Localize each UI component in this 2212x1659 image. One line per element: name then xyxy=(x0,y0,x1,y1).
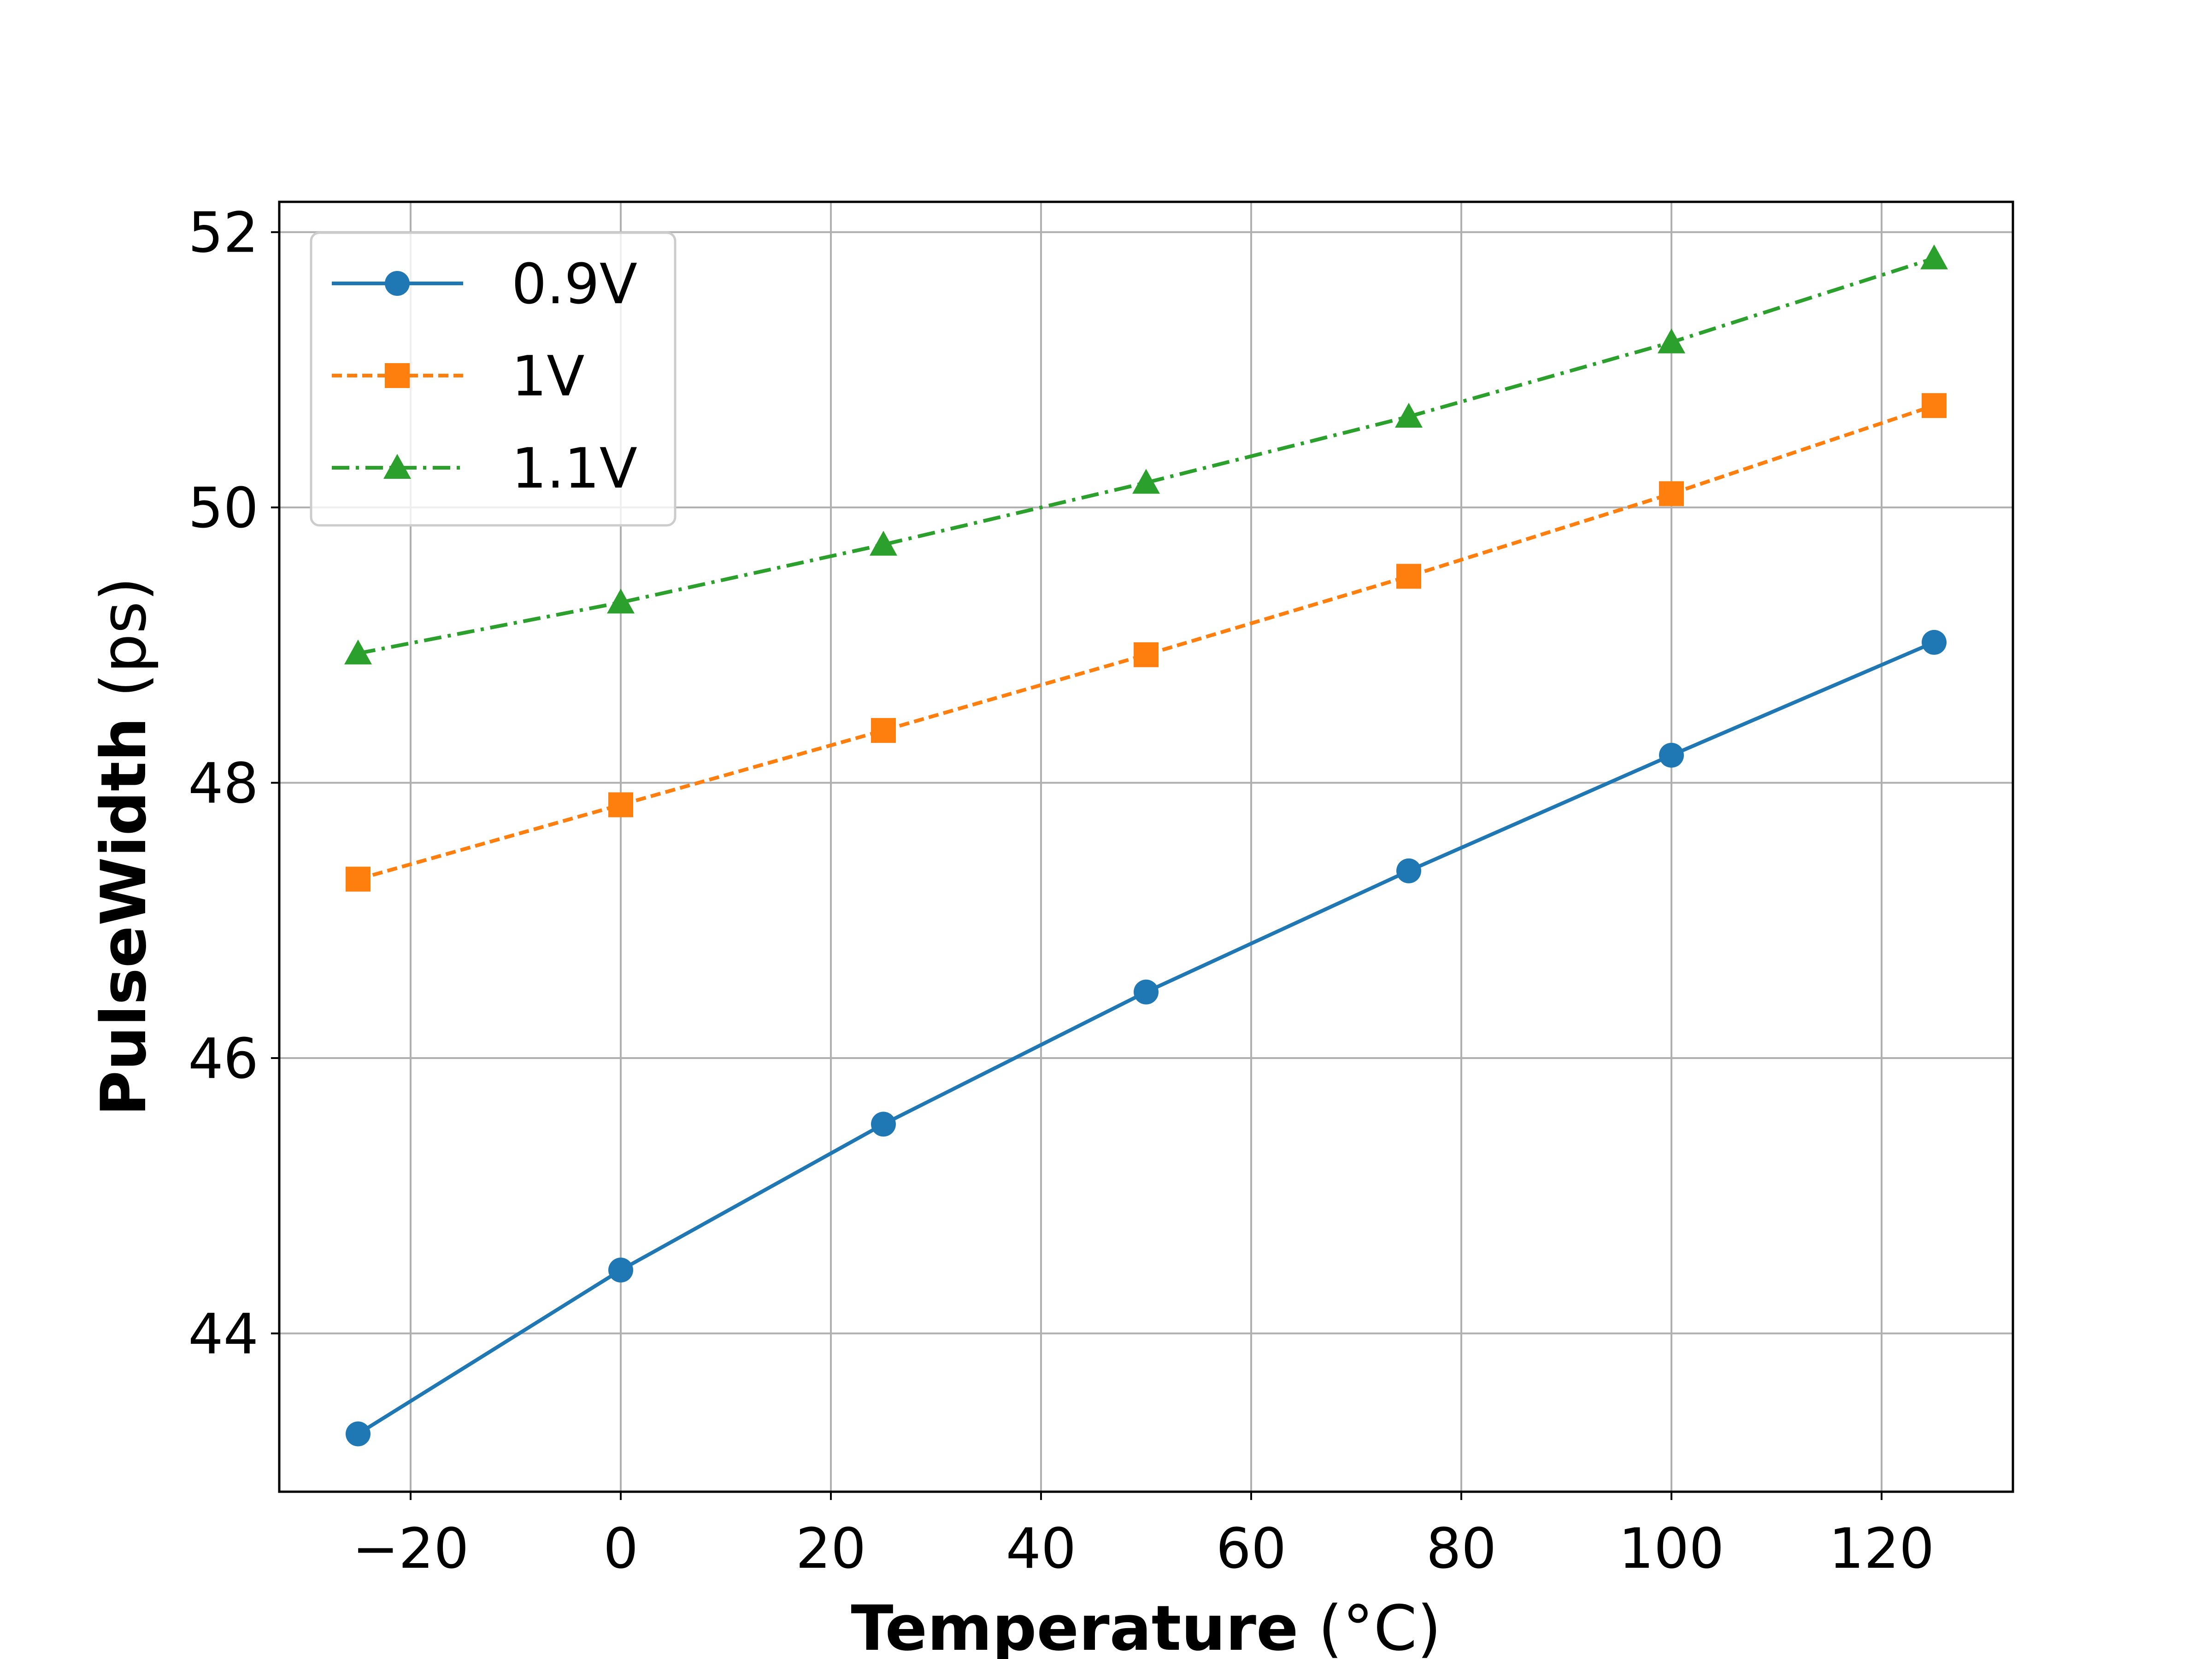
data-point xyxy=(870,530,897,556)
data-point xyxy=(871,718,896,743)
data-point xyxy=(346,1421,371,1447)
x-tick-label: 100 xyxy=(1618,1517,1724,1581)
legend-entry: 1V xyxy=(332,345,584,409)
legend-label: 1.1V xyxy=(512,437,637,501)
x-tick-label: 20 xyxy=(796,1517,866,1581)
x-tick-label: 80 xyxy=(1426,1517,1497,1581)
legend: 0.9V 1V 1.1V xyxy=(310,231,677,527)
y-tick-label: 52 xyxy=(188,201,259,265)
series-0.9V xyxy=(346,629,1947,1447)
data-point xyxy=(1134,642,1159,667)
legend-entry: 0.9V xyxy=(332,253,637,317)
x-tick-label: 40 xyxy=(1006,1517,1077,1581)
data-point xyxy=(346,866,371,892)
series-1V xyxy=(346,393,1947,892)
legend-marker xyxy=(385,271,410,296)
plot-frame xyxy=(278,200,2014,1493)
data-point xyxy=(1396,564,1421,589)
data-point xyxy=(1658,328,1685,353)
axis-ticks: −20 0 20 40 60 80 100 120 44 46 48 50 52 xyxy=(188,201,1934,1581)
y-axis-title: PulseWidth (ps) xyxy=(88,577,160,1116)
legend-frame xyxy=(310,231,677,527)
x-tick-label: 0 xyxy=(603,1517,638,1581)
y-tick-label: 44 xyxy=(188,1302,259,1366)
data-point xyxy=(1395,403,1423,428)
legend-marker xyxy=(385,363,410,388)
y-tick-label: 46 xyxy=(188,1027,259,1091)
x-tick-label: 120 xyxy=(1829,1517,1934,1581)
x-tick-label: 60 xyxy=(1216,1517,1287,1581)
data-point xyxy=(1396,858,1421,883)
data-point xyxy=(1922,393,1947,418)
data-point xyxy=(1659,481,1684,506)
x-tick-label: −20 xyxy=(352,1517,469,1581)
legend-label: 0.9V xyxy=(512,253,637,317)
data-point xyxy=(1922,629,1947,655)
data-point xyxy=(871,1112,896,1137)
y-tick-label: 50 xyxy=(188,477,259,541)
y-tick-label: 48 xyxy=(188,752,259,816)
data-point xyxy=(608,1258,633,1283)
data-point xyxy=(344,639,372,665)
data-point xyxy=(1132,469,1160,494)
plot-series xyxy=(344,244,1948,1447)
legend-label: 1V xyxy=(512,345,584,409)
legend-marker xyxy=(383,454,411,479)
data-point xyxy=(608,792,633,818)
legend-entry: 1.1V xyxy=(332,437,637,501)
grid xyxy=(279,202,2013,1492)
x-axis-title: Temperature (°C) xyxy=(851,1592,1441,1659)
data-point xyxy=(1134,979,1159,1005)
series-1.1V xyxy=(344,244,1948,665)
data-point xyxy=(607,588,635,614)
data-point xyxy=(1920,244,1948,270)
data-point xyxy=(1659,742,1684,768)
